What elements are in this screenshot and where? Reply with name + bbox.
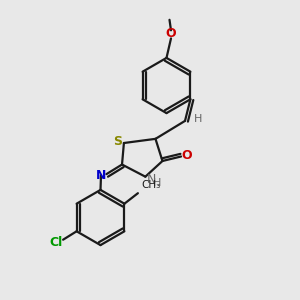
Text: CH₃: CH₃ — [142, 180, 161, 190]
Text: H: H — [153, 178, 161, 188]
Text: S: S — [113, 135, 122, 148]
Text: Cl: Cl — [50, 236, 63, 249]
Text: O: O — [166, 27, 176, 40]
Text: N: N — [96, 169, 106, 182]
Text: H: H — [194, 113, 202, 124]
Text: N: N — [147, 172, 156, 186]
Text: O: O — [181, 149, 192, 162]
